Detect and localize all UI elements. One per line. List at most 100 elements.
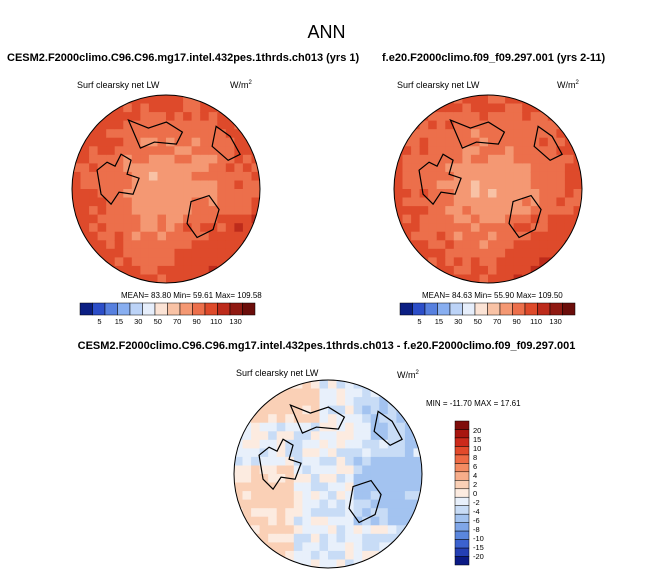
map-cell bbox=[336, 431, 346, 441]
map-cell bbox=[396, 533, 406, 543]
colorbar-swatch bbox=[454, 513, 470, 523]
map-cell bbox=[191, 171, 201, 181]
map-cell bbox=[370, 397, 380, 407]
map-cell bbox=[310, 491, 320, 501]
map-cell bbox=[445, 120, 455, 130]
map-cell bbox=[174, 197, 184, 207]
map-cell bbox=[183, 163, 193, 173]
map-cell bbox=[530, 171, 540, 181]
map-cell bbox=[445, 103, 455, 113]
map-cell bbox=[564, 171, 574, 181]
map-cell bbox=[436, 129, 446, 139]
map-cell bbox=[106, 197, 116, 207]
colorbar-tick-label: 90 bbox=[193, 317, 201, 326]
map-cell bbox=[242, 214, 252, 224]
map-cell bbox=[225, 248, 235, 258]
map-cell bbox=[362, 380, 372, 390]
map-cell bbox=[419, 120, 429, 130]
map-cell bbox=[200, 112, 210, 122]
map-cell bbox=[488, 223, 498, 233]
map-cell bbox=[513, 197, 523, 207]
map-cell bbox=[131, 257, 141, 267]
colorbar-swatch bbox=[129, 302, 143, 316]
map-cell bbox=[530, 248, 540, 258]
map-cell bbox=[148, 163, 158, 173]
map-cell bbox=[285, 550, 295, 560]
colorbar-tick-label: 15 bbox=[435, 317, 443, 326]
map-cell bbox=[496, 95, 506, 105]
map-cell bbox=[200, 137, 210, 147]
map-cell bbox=[234, 163, 244, 173]
map-cell bbox=[208, 154, 218, 164]
map-cell bbox=[505, 231, 515, 241]
panel1-variable-label: Surf clearsky net LW bbox=[77, 80, 160, 90]
map-cell bbox=[353, 439, 363, 449]
map-cell bbox=[345, 439, 355, 449]
map-cell bbox=[353, 422, 363, 432]
map-cell bbox=[496, 146, 506, 156]
map-cell bbox=[140, 112, 150, 122]
colorbar-tick-label: 130 bbox=[229, 317, 242, 326]
map-cell bbox=[140, 231, 150, 241]
map-cell bbox=[396, 431, 406, 441]
map-cell bbox=[157, 154, 167, 164]
map-cell bbox=[513, 112, 523, 122]
map-cell bbox=[479, 265, 489, 275]
map-cell bbox=[319, 405, 329, 415]
map-cell bbox=[556, 189, 566, 199]
map-cell bbox=[513, 129, 523, 139]
map-cell bbox=[379, 482, 389, 492]
map-cell bbox=[479, 146, 489, 156]
map-cell bbox=[362, 491, 372, 501]
map-cell bbox=[539, 171, 549, 181]
map-cell bbox=[234, 248, 244, 258]
map-cell bbox=[445, 197, 455, 207]
map-cell bbox=[106, 154, 116, 164]
map-cell bbox=[157, 112, 167, 122]
map-cell bbox=[89, 240, 99, 250]
map-cell bbox=[379, 474, 389, 484]
map-cell bbox=[200, 154, 210, 164]
map-cell bbox=[462, 180, 472, 190]
map-cell bbox=[353, 533, 363, 543]
colorbar-swatch bbox=[454, 437, 470, 447]
map-cell bbox=[345, 414, 355, 424]
map-cell bbox=[556, 197, 566, 207]
map-cell bbox=[428, 137, 438, 147]
map-cell bbox=[479, 95, 489, 105]
map-cell bbox=[453, 189, 463, 199]
map-cell bbox=[217, 180, 227, 190]
map-cell bbox=[310, 448, 320, 458]
map-cell bbox=[353, 542, 363, 552]
map-cell bbox=[479, 163, 489, 173]
map-cell bbox=[479, 120, 489, 130]
map-cell bbox=[404, 465, 414, 475]
map-cell bbox=[148, 171, 158, 181]
map-cell bbox=[453, 248, 463, 258]
map-cell bbox=[470, 154, 480, 164]
map-cell bbox=[191, 214, 201, 224]
map-cell bbox=[428, 189, 438, 199]
map-cell bbox=[539, 154, 549, 164]
colorbar-swatch bbox=[412, 302, 426, 316]
map-cell bbox=[319, 516, 329, 526]
map-cell bbox=[387, 499, 397, 509]
map-cell bbox=[276, 499, 286, 509]
coastline bbox=[373, 410, 403, 447]
map-cell bbox=[251, 465, 261, 475]
map-cell bbox=[387, 525, 397, 535]
colorbar-swatch bbox=[454, 530, 470, 540]
map-cell bbox=[200, 171, 210, 181]
map-cell bbox=[336, 448, 346, 458]
map-cell bbox=[547, 231, 557, 241]
map-cell bbox=[191, 146, 201, 156]
map-cell bbox=[80, 154, 90, 164]
map-cell bbox=[530, 146, 540, 156]
map-cell bbox=[268, 465, 278, 475]
map-cell bbox=[530, 120, 540, 130]
map-cell bbox=[513, 137, 523, 147]
map-cell bbox=[564, 163, 574, 173]
map-cell bbox=[72, 231, 82, 241]
map-cell bbox=[336, 559, 346, 568]
map-cell bbox=[522, 112, 532, 122]
